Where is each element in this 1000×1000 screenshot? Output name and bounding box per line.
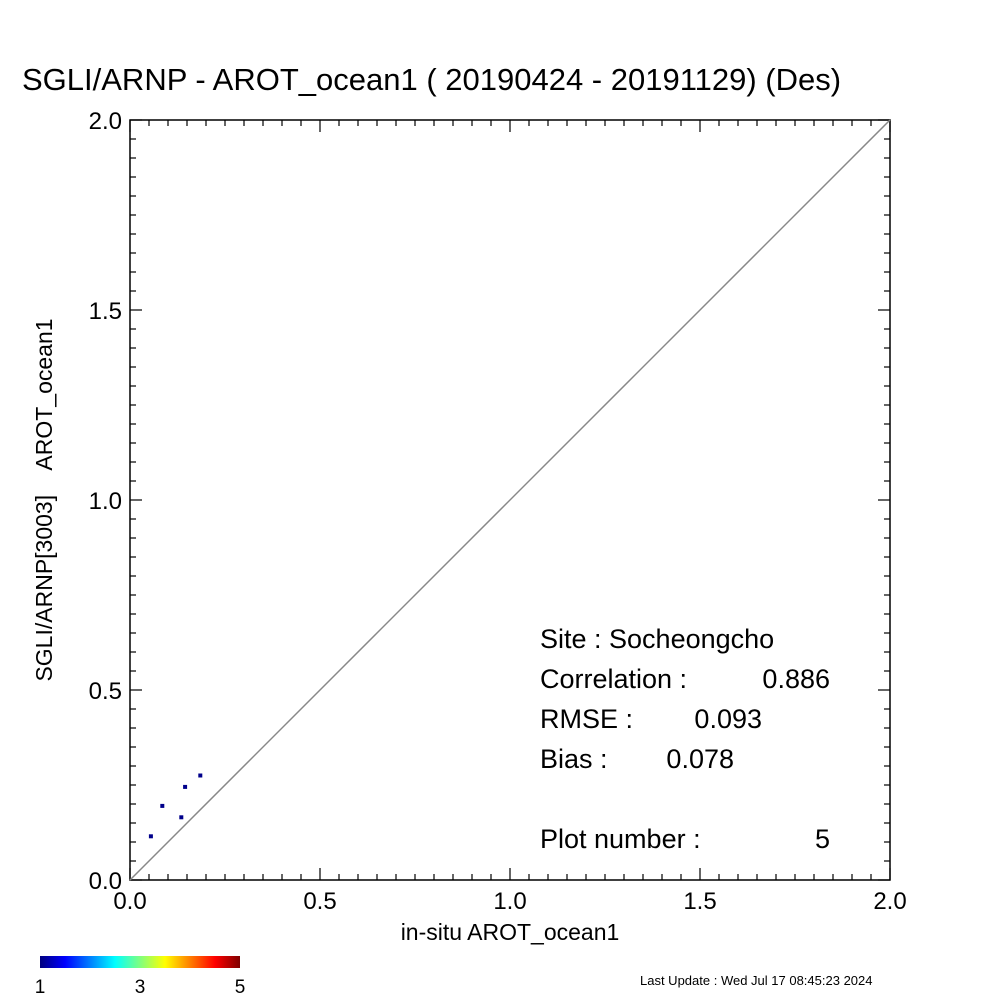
plot-number-value: 5 bbox=[815, 824, 830, 854]
data-points bbox=[148, 773, 203, 839]
stats-box: Site : Socheongcho Correlation : 0.886 R… bbox=[540, 624, 830, 854]
rmse-value: 0.093 bbox=[694, 704, 762, 734]
minor-ticks bbox=[130, 120, 890, 880]
x-tick-label: 0.5 bbox=[303, 888, 336, 915]
data-point bbox=[179, 815, 184, 820]
colorbar: 1 3 5 bbox=[35, 956, 246, 998]
site-label: Site : Socheongcho bbox=[540, 624, 774, 654]
data-point bbox=[198, 773, 203, 778]
data-point bbox=[148, 834, 153, 839]
x-tick-label: 1.5 bbox=[683, 888, 716, 915]
rmse-label: RMSE : bbox=[540, 704, 633, 734]
colorbar-labels: 1 3 5 bbox=[35, 977, 246, 998]
y-tick-label: 2.0 bbox=[89, 108, 122, 135]
y-tick-label: 1.0 bbox=[89, 488, 122, 515]
bias-label: Bias : bbox=[540, 744, 608, 774]
x-tick-label: 2.0 bbox=[873, 888, 906, 915]
y-tick-label: 0.0 bbox=[89, 868, 122, 895]
x-tick-label: 0.0 bbox=[113, 888, 146, 915]
correlation-label: Correlation : bbox=[540, 664, 687, 694]
colorbar-label: 3 bbox=[135, 977, 146, 998]
y-tick-label: 1.5 bbox=[89, 298, 122, 325]
data-point bbox=[160, 803, 165, 808]
bias-value: 0.078 bbox=[666, 744, 734, 774]
y-axis-title: SGLI/ARNP[3003] AROT_ocean1 bbox=[31, 318, 57, 681]
y-tick-labels: 0.0 0.5 1.0 1.5 2.0 bbox=[89, 108, 122, 895]
colorbar-gradient bbox=[40, 956, 240, 968]
correlation-value: 0.886 bbox=[762, 664, 830, 694]
x-axis-title: in-situ AROT_ocean1 bbox=[401, 919, 620, 945]
y-tick-label: 0.5 bbox=[89, 678, 122, 705]
plot-area bbox=[129, 119, 891, 881]
major-ticks bbox=[129, 119, 891, 881]
x-tick-label: 1.0 bbox=[493, 888, 526, 915]
colorbar-label: 5 bbox=[235, 977, 246, 998]
chart-title: SGLI/ARNP - AROT_ocean1 ( 20190424 - 201… bbox=[22, 62, 841, 97]
data-point bbox=[183, 784, 188, 789]
colorbar-label: 1 bbox=[35, 977, 46, 998]
plot-number-label: Plot number : bbox=[540, 824, 701, 854]
one-to-one-line bbox=[129, 119, 891, 881]
last-update-text: Last Update : Wed Jul 17 08:45:23 2024 bbox=[640, 973, 872, 988]
x-tick-labels: 0.0 0.5 1.0 1.5 2.0 bbox=[113, 888, 906, 915]
